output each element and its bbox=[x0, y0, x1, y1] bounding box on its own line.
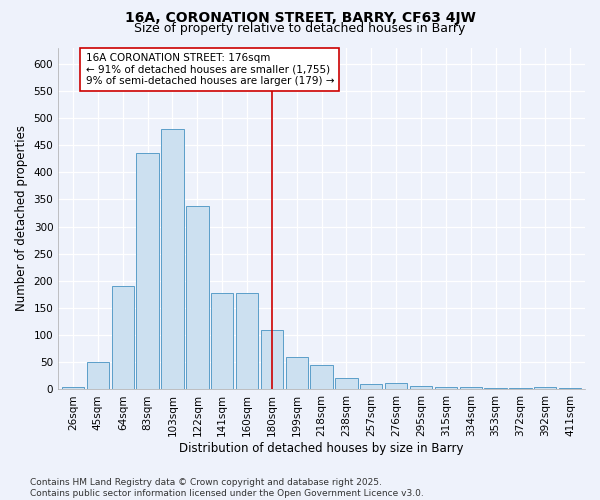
Text: 16A, CORONATION STREET, BARRY, CF63 4JW: 16A, CORONATION STREET, BARRY, CF63 4JW bbox=[125, 11, 475, 25]
Bar bbox=[385, 383, 407, 390]
Bar bbox=[509, 388, 532, 390]
X-axis label: Distribution of detached houses by size in Barry: Distribution of detached houses by size … bbox=[179, 442, 464, 455]
Bar bbox=[87, 362, 109, 390]
Bar bbox=[484, 388, 507, 390]
Text: Size of property relative to detached houses in Barry: Size of property relative to detached ho… bbox=[134, 22, 466, 35]
Bar bbox=[236, 293, 258, 390]
Bar bbox=[161, 129, 184, 390]
Bar bbox=[211, 293, 233, 390]
Text: 16A CORONATION STREET: 176sqm
← 91% of detached houses are smaller (1,755)
9% of: 16A CORONATION STREET: 176sqm ← 91% of d… bbox=[86, 53, 334, 86]
Bar bbox=[460, 386, 482, 390]
Bar bbox=[186, 206, 209, 390]
Bar bbox=[260, 330, 283, 390]
Bar bbox=[136, 154, 159, 390]
Bar bbox=[559, 388, 581, 390]
Text: Contains HM Land Registry data © Crown copyright and database right 2025.
Contai: Contains HM Land Registry data © Crown c… bbox=[30, 478, 424, 498]
Bar bbox=[286, 357, 308, 390]
Bar bbox=[112, 286, 134, 390]
Bar bbox=[62, 386, 84, 390]
Bar bbox=[310, 365, 333, 390]
Bar bbox=[335, 378, 358, 390]
Y-axis label: Number of detached properties: Number of detached properties bbox=[15, 126, 28, 312]
Bar bbox=[360, 384, 382, 390]
Bar bbox=[434, 386, 457, 390]
Bar bbox=[410, 386, 432, 390]
Bar bbox=[534, 388, 556, 390]
